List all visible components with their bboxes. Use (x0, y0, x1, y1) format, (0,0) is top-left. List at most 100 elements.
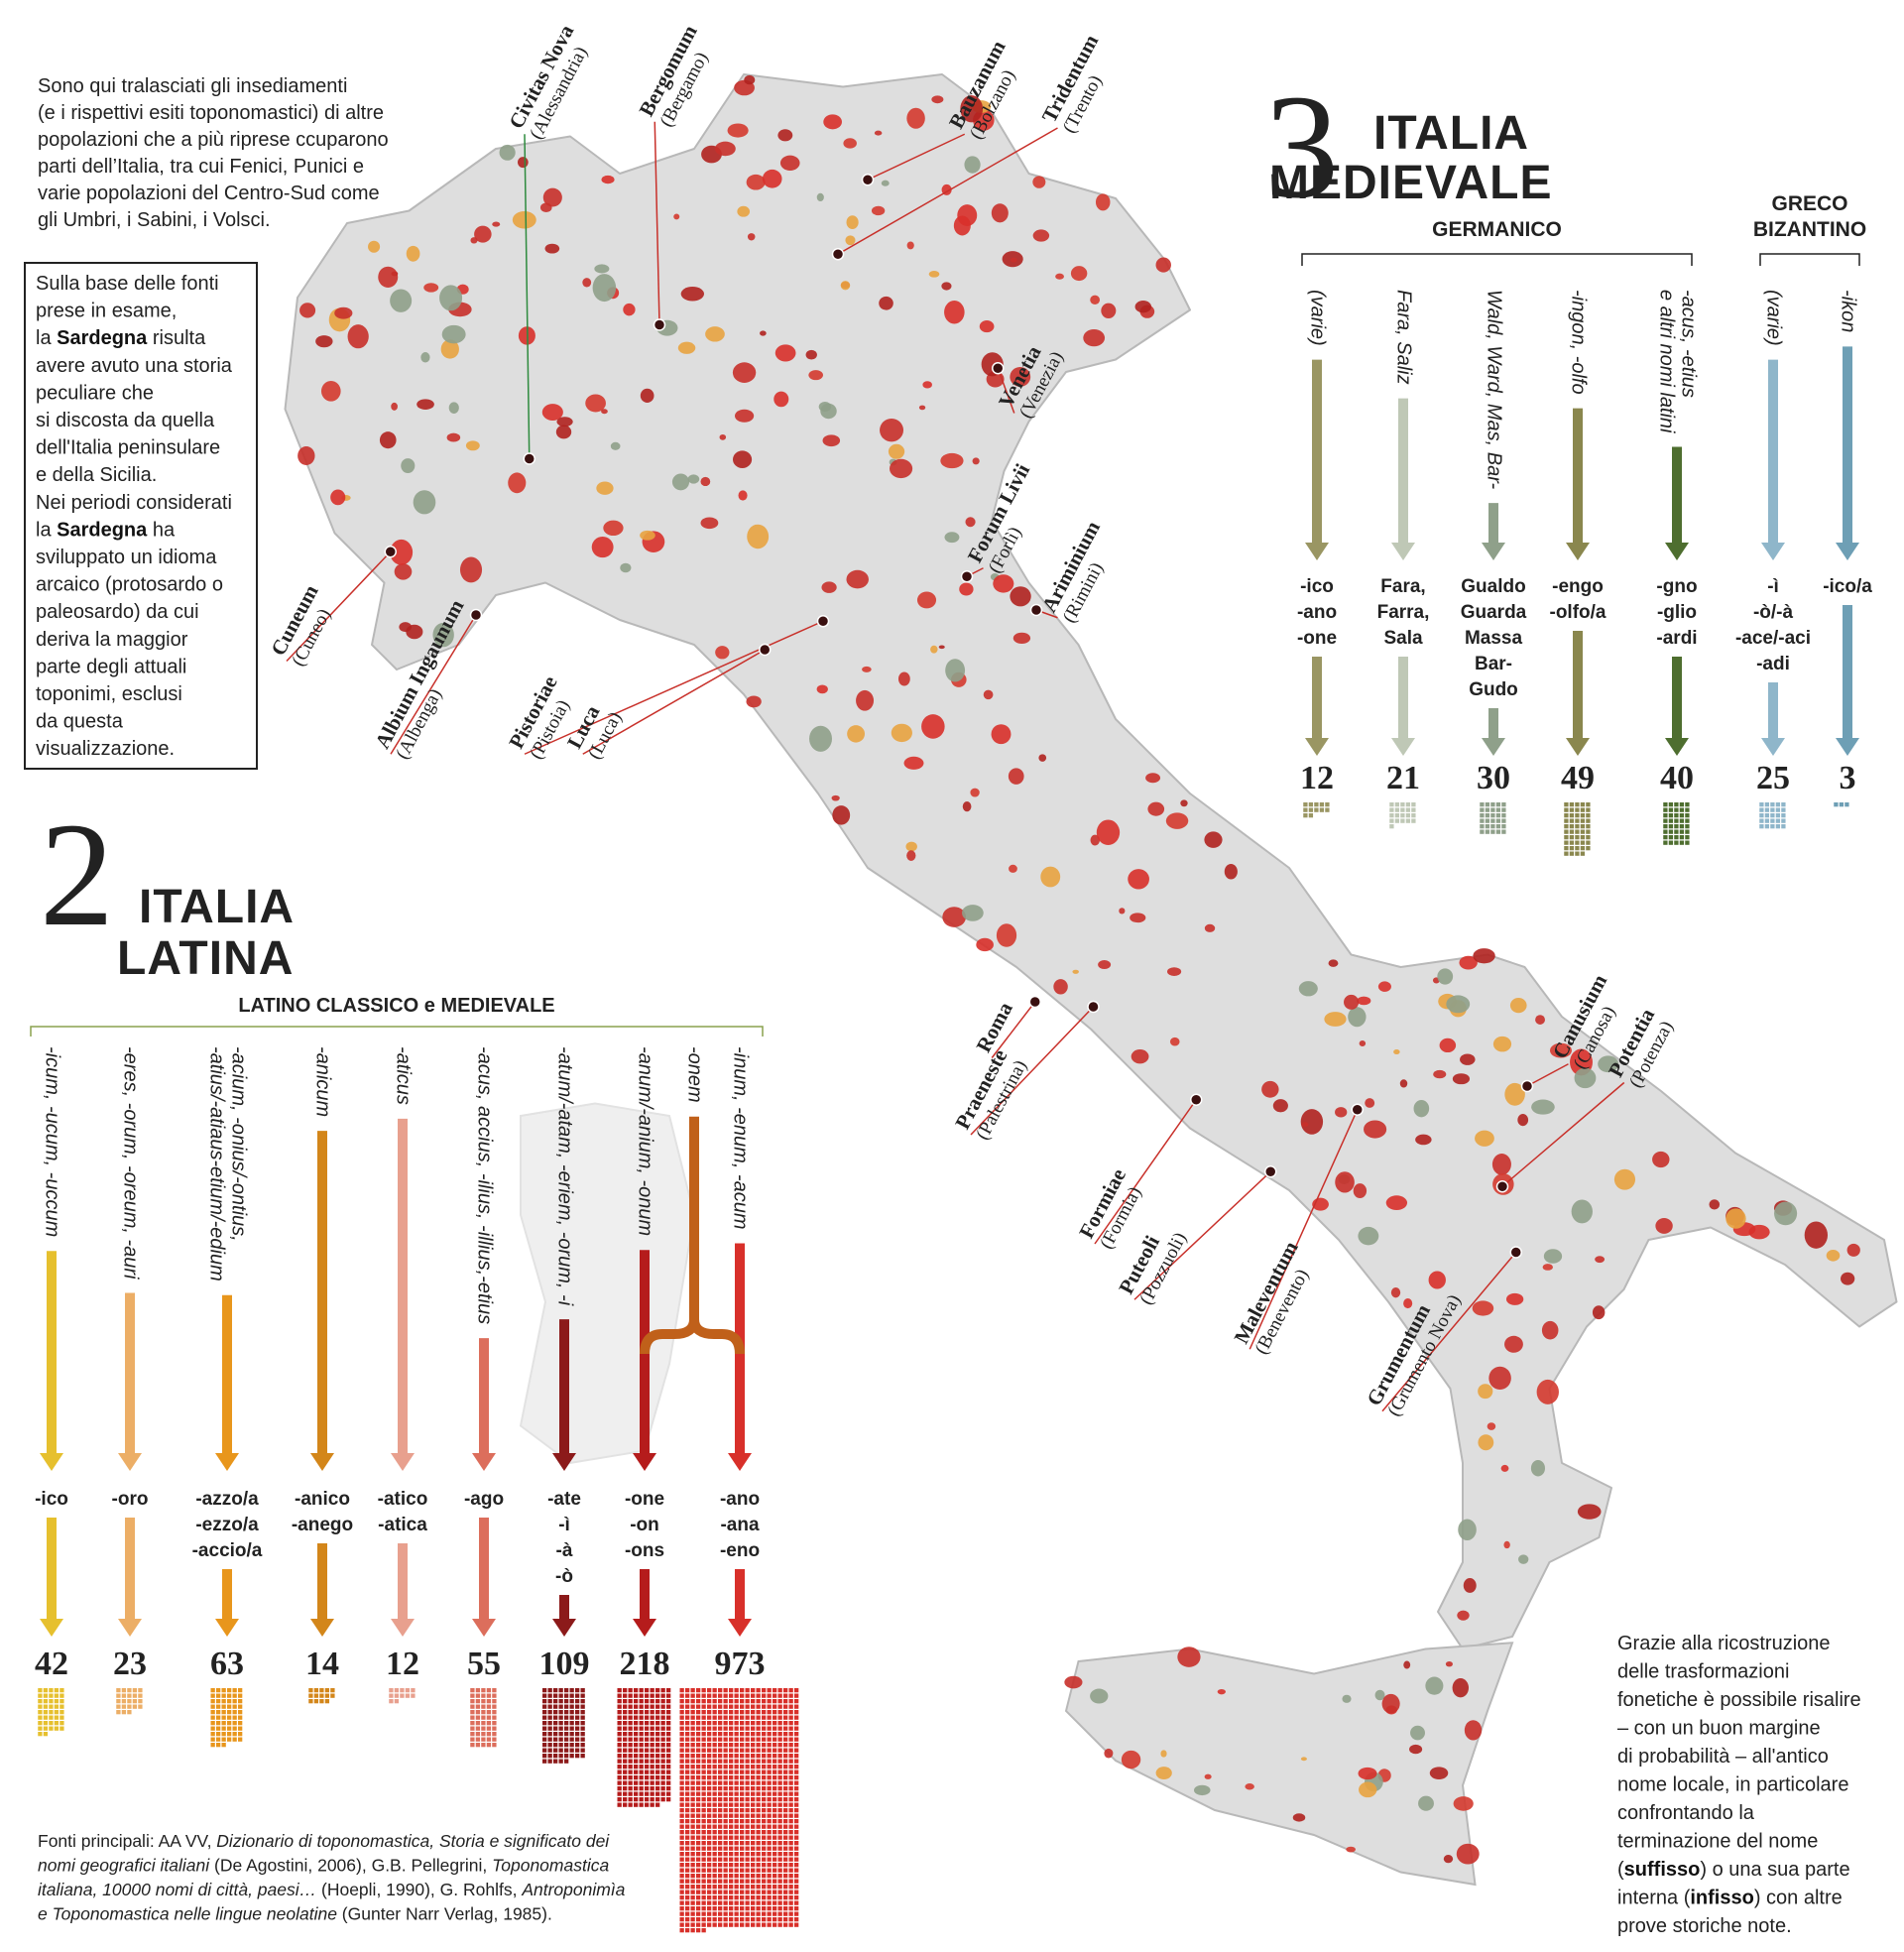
waffle-cell (729, 1890, 734, 1894)
waffle-cell (49, 1710, 54, 1715)
waffle-cell (639, 1797, 644, 1802)
waffle-cell (690, 1775, 695, 1780)
waffle-cell (575, 1688, 580, 1693)
waffle-cell (690, 1737, 695, 1742)
waffle-cell (718, 1737, 723, 1742)
waffle-cell (734, 1759, 739, 1764)
waffle-cell (773, 1835, 777, 1840)
waffle-cell (773, 1748, 777, 1753)
waffle-cell (745, 1895, 750, 1900)
waffle-cell (712, 1857, 717, 1862)
leader-line (1094, 1099, 1197, 1245)
waffle-cell (650, 1769, 654, 1774)
waffle-cell (777, 1754, 782, 1759)
waffle-cell (767, 1863, 772, 1868)
waffle-cell (628, 1802, 633, 1807)
map-patch (555, 425, 572, 439)
waffle-cell (723, 1852, 728, 1857)
waffle-cell (1770, 818, 1775, 823)
waffle-cell (701, 1846, 706, 1851)
waffle-cell (1759, 824, 1764, 829)
map-patch (1709, 1199, 1721, 1210)
waffle-cell (773, 1759, 777, 1764)
waffle-cell (690, 1874, 695, 1879)
waffle-cell (655, 1732, 660, 1737)
waffle-cell (645, 1748, 650, 1753)
waffle-cell (718, 1710, 723, 1715)
waffle-cell (712, 1890, 717, 1894)
waffle-cell (751, 1874, 756, 1879)
waffle-cell (740, 1922, 745, 1927)
map-patch (1009, 864, 1017, 873)
waffle-cell (773, 1704, 777, 1709)
waffle-cell (324, 1699, 330, 1704)
waffle-cell (794, 1885, 799, 1890)
map-patch (1456, 1843, 1480, 1865)
waffle-cell (690, 1699, 695, 1704)
waffle-cell (54, 1721, 60, 1726)
waffle-cell (690, 1743, 695, 1748)
waffle-cell (679, 1841, 684, 1846)
waffle-cell (690, 1688, 695, 1693)
waffle-cell (679, 1808, 684, 1813)
waffle-cell (628, 1759, 633, 1764)
waffle-cell (718, 1748, 723, 1753)
waffle-cell (783, 1693, 788, 1698)
waffle-cell (558, 1688, 563, 1693)
waffle-cell (701, 1715, 706, 1720)
count: 49 (1561, 760, 1595, 796)
waffle-cell (1564, 851, 1569, 856)
waffle-cell (762, 1737, 767, 1742)
waffle-cell (685, 1732, 690, 1737)
waffle-cell (569, 1721, 574, 1726)
waffle-cell (788, 1900, 793, 1905)
waffle-cell (1490, 802, 1495, 807)
waffle-cell (232, 1715, 237, 1720)
waffle-cell (783, 1754, 788, 1759)
waffle-cell (1485, 829, 1490, 834)
waffle-cell (718, 1922, 723, 1927)
waffle-cell (690, 1819, 695, 1824)
waffle-cell (475, 1715, 481, 1720)
map-patch (774, 344, 796, 362)
waffle-cell (690, 1868, 695, 1873)
waffle-cell (701, 1693, 706, 1698)
count: 30 (1477, 760, 1510, 796)
waffle-cell (1668, 835, 1674, 840)
waffle-cell (232, 1710, 237, 1715)
waffle-cell (783, 1802, 788, 1807)
waffle-cell (718, 1754, 723, 1759)
waffle-cell (655, 1693, 660, 1698)
waffle-cell (783, 1890, 788, 1894)
waffle-cell (1586, 802, 1591, 807)
waffle-cell (666, 1775, 671, 1780)
waffle-cell (751, 1769, 756, 1774)
waffle-cell (1586, 835, 1591, 840)
waffle-cell (132, 1693, 138, 1698)
waffle-cell (707, 1808, 712, 1813)
waffle-cell (729, 1868, 734, 1873)
text-line: visualizzazione. (36, 738, 175, 760)
map-patch (1155, 1767, 1172, 1779)
waffle-cell (486, 1737, 492, 1742)
waffle-cell (1485, 807, 1490, 812)
waffle-cell (777, 1846, 782, 1851)
text-line: arcaico (protosardo o (36, 574, 223, 596)
waffle-cell (729, 1699, 734, 1704)
waffle-cell (712, 1715, 717, 1720)
waffle-cell (767, 1737, 772, 1742)
waffle-cell (783, 1922, 788, 1927)
map-patch (1064, 1675, 1083, 1689)
waffle-cell (734, 1699, 739, 1704)
waffle-cell (634, 1759, 639, 1764)
waffle-cell (696, 1748, 701, 1753)
waffle-cell (756, 1721, 761, 1726)
waffle-cell (751, 1786, 756, 1791)
map-patch (423, 283, 439, 293)
map-patch (871, 205, 886, 216)
waffle-cell (762, 1879, 767, 1884)
waffle-cell (762, 1704, 767, 1709)
waffle-cell (1490, 807, 1495, 812)
waffle-cell (794, 1874, 799, 1879)
waffle-cell (623, 1688, 628, 1693)
